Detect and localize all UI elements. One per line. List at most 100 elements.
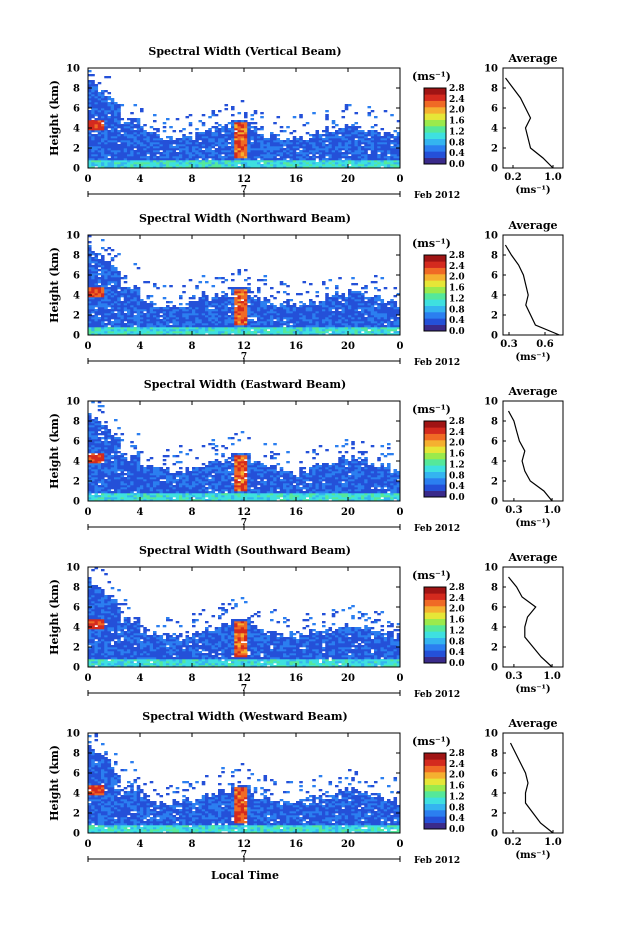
heatmap-cell — [335, 124, 339, 127]
heatmap-cell — [101, 265, 105, 268]
heatmap-cell — [91, 162, 95, 165]
heatmap-cell — [153, 323, 157, 326]
heatmap-cell — [221, 303, 225, 306]
heatmap-cell — [393, 303, 398, 306]
heatmap-cell — [279, 144, 284, 147]
heatmap-cell — [305, 154, 310, 157]
heatmap-cell — [367, 164, 372, 167]
heatmap-cell — [198, 333, 203, 336]
heatmap-cell — [130, 124, 134, 127]
heatmap-cell — [234, 323, 238, 326]
heatmap-cell — [214, 128, 219, 131]
heatmap-cell — [88, 489, 92, 492]
heatmap-cell — [205, 301, 209, 304]
heatmap-cell — [247, 291, 251, 294]
heatmap-cell — [153, 325, 157, 328]
heatmap-cell — [101, 449, 105, 452]
heatmap-cell — [205, 166, 209, 169]
heatmap-cell — [198, 160, 203, 163]
heatmap-cell — [130, 118, 134, 121]
colorbar-swatch — [424, 113, 446, 120]
heatmap-cell — [208, 325, 212, 328]
heatmap-cell — [156, 158, 160, 161]
heatmap-cell — [123, 493, 128, 496]
heatmap-cell — [351, 160, 355, 163]
heatmap-cell — [318, 166, 323, 169]
heatmap-cell — [120, 315, 125, 318]
heatmap-cell — [91, 307, 95, 310]
heatmap-cell — [383, 321, 388, 324]
heatmap-cell — [104, 443, 108, 446]
heatmap-cell — [110, 154, 115, 157]
heatmap-cell — [107, 265, 112, 268]
heatmap-cell — [224, 144, 229, 147]
heatmap-cell — [101, 144, 105, 147]
heatmap-cell — [91, 82, 95, 85]
heatmap-cell — [276, 162, 281, 165]
heatmap-cell — [279, 319, 284, 322]
heatmap-cell — [136, 267, 141, 270]
heatmap-cell — [117, 152, 121, 155]
heatmap-cell — [299, 309, 303, 312]
heatmap-cell — [94, 164, 99, 167]
heatmap-cell — [318, 301, 323, 304]
x-tick-label: 0 — [85, 174, 92, 185]
heatmap-cell — [123, 142, 128, 145]
heatmap-cell — [357, 291, 362, 294]
heatmap-cell — [123, 499, 128, 502]
heatmap-cell — [159, 331, 164, 334]
heatmap-cell — [110, 267, 115, 270]
heatmap-cell — [107, 102, 112, 105]
heatmap-cell — [123, 315, 128, 318]
heatmap-cell — [263, 303, 268, 306]
heatmap-cell — [218, 164, 222, 167]
heatmap-cell — [107, 437, 112, 440]
heatmap-cell — [175, 313, 180, 316]
heatmap-cell — [296, 160, 300, 163]
heatmap-cell — [312, 319, 316, 322]
heatmap-cell — [192, 142, 196, 145]
heatmap-cell — [166, 140, 170, 143]
heatmap-cell — [156, 148, 160, 151]
heatmap-cell — [192, 321, 196, 324]
heatmap-cell — [250, 315, 255, 318]
heatmap-cell — [296, 154, 300, 157]
heatmap-cell — [322, 140, 326, 143]
heatmap-cell — [312, 156, 316, 159]
heatmap-cell — [377, 138, 381, 141]
heatmap-cell — [357, 323, 362, 326]
heatmap-cell — [140, 301, 144, 304]
heatmap-cell — [292, 144, 297, 147]
heatmap-cell — [341, 333, 346, 336]
heatmap-cell — [380, 311, 385, 314]
heatmap-cell — [149, 471, 154, 474]
heatmap-cell — [110, 299, 115, 302]
heatmap-cell — [97, 94, 102, 97]
heatmap-cell — [185, 142, 190, 145]
heatmap-cell — [136, 491, 141, 494]
heatmap-cell — [172, 493, 177, 496]
heatmap-cell — [331, 307, 336, 310]
heatmap-cell — [117, 323, 121, 326]
heatmap-cell — [331, 148, 336, 151]
heatmap-cell — [104, 106, 108, 109]
heatmap-cell — [231, 148, 235, 151]
heatmap-cell — [123, 136, 128, 139]
heatmap-cell — [247, 313, 251, 316]
heatmap-cell — [97, 495, 102, 498]
heatmap-cell — [156, 160, 160, 163]
heatmap-cell — [198, 162, 203, 165]
heatmap-cell — [244, 329, 248, 332]
heatmap-cell — [127, 305, 131, 308]
heatmap-cell — [185, 325, 190, 328]
avg-y-tick-label: 10 — [484, 231, 498, 242]
heatmap-cell — [348, 329, 352, 332]
heatmap-cell — [136, 134, 141, 137]
heatmap-cell — [192, 160, 196, 163]
heatmap-cell — [341, 327, 346, 330]
heatmap-cell — [250, 291, 255, 294]
heatmap-cell — [91, 279, 95, 282]
heatmap-cell — [380, 301, 385, 304]
heatmap-cell — [367, 142, 372, 145]
heatmap-cell — [201, 331, 206, 334]
